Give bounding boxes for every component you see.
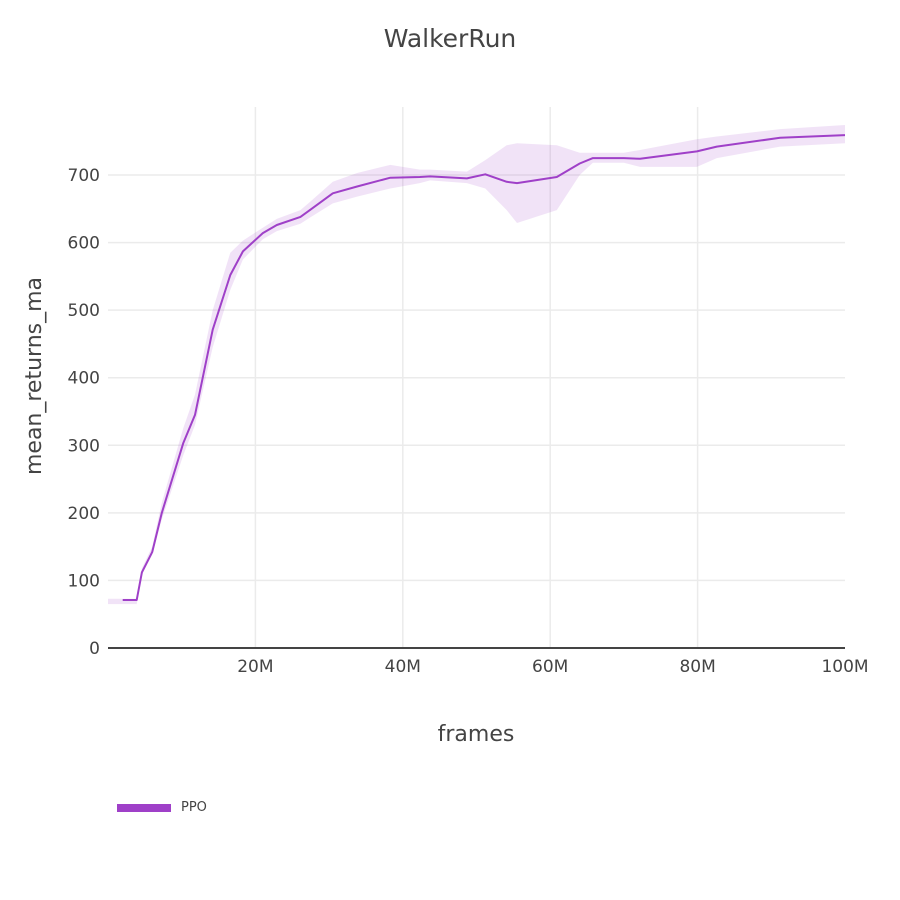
x-tick-label: 80M — [679, 657, 715, 677]
y-tick-label: 100 — [68, 571, 100, 591]
ppo-line — [122, 134, 846, 601]
x-tick-label: 40M — [385, 657, 421, 677]
x-tick-label: 100M — [821, 657, 868, 677]
legend-label-ppo[interactable]: PPO — [181, 800, 207, 815]
y-tick-label: 0 — [89, 639, 100, 659]
legend-swatch-ppo[interactable] — [117, 803, 171, 812]
y-tick-label: 600 — [68, 234, 100, 254]
legend[interactable]: PPO — [117, 800, 207, 815]
y-tick-label: 400 — [68, 369, 100, 389]
y-axis-label: mean_returns_ma — [22, 277, 47, 475]
y-tick-label: 500 — [68, 301, 100, 321]
y-tick-label: 300 — [68, 436, 100, 456]
ppo-confidence-band — [108, 125, 845, 605]
x-tick-label: 20M — [237, 657, 273, 677]
gridlines — [108, 107, 845, 648]
y-axis-ticks: 0 100 200 300 400 500 600 700 — [68, 166, 100, 659]
x-axis-ticks: 20M 40M 60M 80M 100M — [237, 657, 868, 677]
y-tick-label: 700 — [68, 166, 100, 186]
chart-title: WalkerRun — [383, 24, 517, 53]
x-axis-label: frames — [438, 722, 515, 747]
y-tick-label: 200 — [68, 504, 100, 524]
x-tick-label: 60M — [532, 657, 568, 677]
